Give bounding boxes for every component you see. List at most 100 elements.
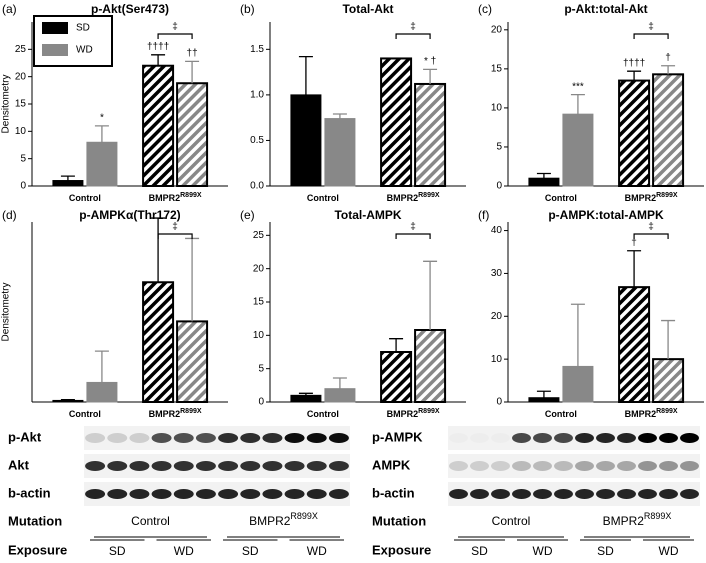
y-axis-label: Densitometry	[1, 75, 12, 134]
error-bar	[185, 60, 200, 84]
mutation-label: Mutation	[8, 513, 62, 528]
mutation-name: Control	[131, 514, 170, 528]
blot-band	[85, 433, 106, 443]
bracket-label: ‡	[410, 222, 416, 233]
bracket	[395, 33, 431, 39]
category: Control	[307, 193, 339, 203]
blot-band	[659, 461, 678, 471]
exposure-label: Exposure	[372, 542, 431, 557]
bar	[562, 113, 594, 187]
y-tick-label: 40	[491, 225, 503, 236]
y-axis-label: Densitometry	[1, 283, 12, 342]
y-tick-label: 20	[15, 71, 27, 82]
category: BMPR2	[387, 409, 419, 419]
blot-band	[218, 433, 239, 443]
blot-band	[306, 461, 327, 471]
bar	[52, 399, 84, 403]
exposure-name: WD	[533, 544, 553, 558]
bar	[414, 82, 447, 187]
error-bar	[627, 70, 642, 81]
panel-label: (d)	[2, 208, 17, 222]
bracket	[633, 233, 669, 239]
error-bar	[423, 260, 438, 330]
blot-band	[262, 489, 283, 499]
blot-band	[512, 489, 531, 499]
legend-swatch	[42, 22, 68, 34]
bar	[618, 286, 651, 403]
category: BMPR2	[625, 193, 657, 203]
x-tick-label: Control	[69, 193, 101, 203]
x-tick-label: Control	[307, 409, 339, 419]
mutation: BMPR2	[603, 514, 645, 528]
y-tick-label: 0.0	[250, 181, 264, 192]
blot-band	[554, 489, 573, 499]
mutation-sup: R899X	[644, 511, 672, 521]
blot-band	[218, 489, 239, 499]
error-bar	[570, 93, 585, 115]
x-tick-label: BMPR2R899X	[387, 192, 440, 204]
blot-band	[173, 433, 194, 443]
blot-band	[575, 461, 594, 471]
blot-background	[448, 482, 700, 506]
blot-row-label: Akt	[8, 457, 30, 472]
x-tick-label: Control	[307, 193, 339, 203]
x-tick-label: Control	[69, 409, 101, 419]
blot-row-label: p-AMPK	[372, 429, 423, 444]
blot-band	[533, 433, 552, 443]
blot-band	[575, 433, 594, 443]
blot-band	[470, 433, 489, 443]
bracket	[157, 233, 193, 239]
bar	[652, 73, 685, 187]
error-bar	[151, 217, 166, 283]
blot-background	[448, 454, 700, 478]
panel-label: (e)	[240, 208, 255, 222]
bar	[324, 118, 356, 187]
category: Control	[545, 193, 577, 203]
y-tick-label: 1.5	[250, 44, 264, 55]
blot-row-label: p-Akt	[8, 429, 42, 444]
blot-background	[84, 482, 350, 506]
blot-band	[284, 489, 305, 499]
blot-band	[470, 489, 489, 499]
chart-title: p-AMPKα(Thr172)	[79, 208, 180, 222]
significance-marker: ***	[572, 81, 584, 92]
blot-band	[449, 489, 468, 499]
blot-band	[262, 433, 283, 443]
significance-marker: ††††	[623, 58, 645, 69]
blot-band	[328, 489, 349, 499]
panel-label: (f)	[478, 208, 489, 222]
bar	[290, 394, 322, 403]
bar	[324, 388, 356, 403]
chart-title: p-Akt:total-Akt	[564, 2, 647, 16]
y-tick-label: 0.5	[250, 135, 264, 146]
blot-band	[195, 489, 216, 499]
blot-band	[151, 461, 172, 471]
category-sup: R899X	[180, 192, 202, 199]
blot-band	[659, 489, 678, 499]
blot-band	[195, 461, 216, 471]
blot-band	[617, 461, 636, 471]
y-tick-label: 10	[15, 126, 27, 137]
blot-band	[575, 489, 594, 499]
panel-label: (a)	[2, 2, 17, 16]
error-bar	[60, 399, 75, 401]
chart-title: p-Akt(Ser473)	[91, 2, 169, 16]
blot-band	[512, 433, 531, 443]
bar	[176, 82, 209, 187]
error-bar	[60, 175, 75, 181]
blot-band	[617, 489, 636, 499]
exposure-name: WD	[174, 544, 194, 558]
error-bar	[332, 113, 347, 119]
legend-label: SD	[76, 23, 90, 34]
blot-band	[218, 461, 239, 471]
bracket-label: ‡	[172, 222, 178, 233]
blot-band	[596, 489, 615, 499]
error-bar	[570, 303, 585, 367]
mutation: BMPR2	[249, 514, 291, 528]
panel-label: (b)	[240, 2, 255, 16]
bar	[380, 351, 413, 403]
bracket-label: ‡	[410, 22, 416, 33]
error-bar	[298, 55, 313, 95]
blot-band	[491, 433, 510, 443]
y-tick-label: 0	[258, 397, 264, 408]
